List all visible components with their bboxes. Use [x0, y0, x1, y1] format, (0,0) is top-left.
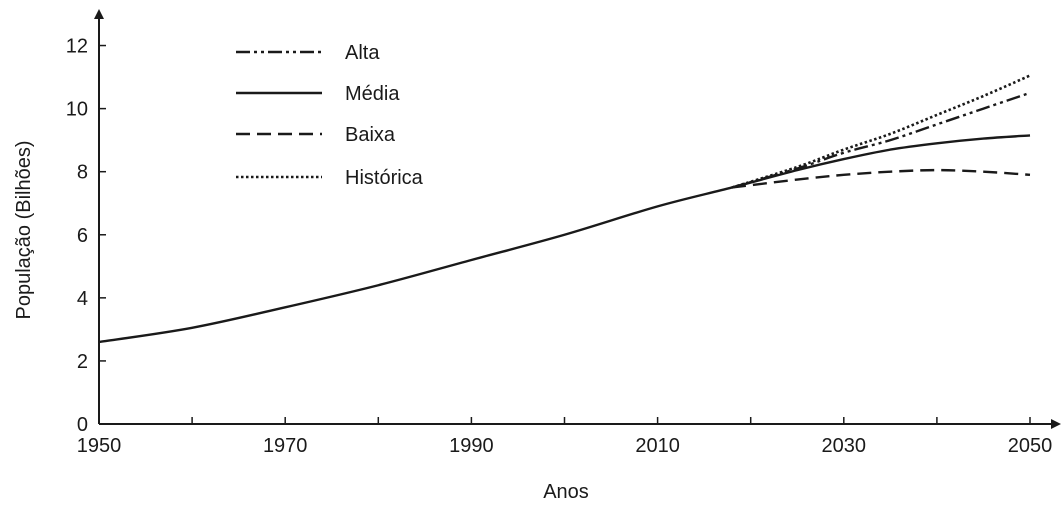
x-tick-label: 1950	[77, 435, 122, 457]
legend-label: Média	[345, 83, 400, 105]
legend-label: Baixa	[345, 124, 396, 146]
legend-label: Alta	[345, 42, 380, 64]
y-tick-label: 4	[77, 288, 88, 310]
axes	[94, 9, 1061, 429]
series-group	[98, 74, 1031, 344]
y-axis-label: População (Bilhões)	[13, 141, 35, 320]
series-line-historica	[731, 74, 1031, 189]
y-tick-labels: 0 2 4 6 8 10 12	[66, 36, 88, 436]
legend-item-baixa: Baixa	[236, 124, 396, 146]
x-tick-label: 1990	[449, 435, 494, 457]
y-tick-label: 8	[77, 162, 88, 184]
y-tick-label: 12	[66, 36, 88, 58]
x-tick-labels: 1950 1970 1990 2010 2030 2050	[77, 435, 1053, 457]
x-tick-label: 2010	[635, 435, 680, 457]
legend: Alta Média Baixa Histórica	[236, 42, 424, 189]
x-tick-label: 2050	[1008, 435, 1053, 457]
legend-item-historica: Histórica	[236, 167, 424, 189]
x-ticks	[98, 417, 1031, 424]
legend-item-media: Média	[236, 83, 400, 105]
series-line-alta	[731, 91, 1031, 189]
x-tick-label: 1970	[263, 435, 308, 457]
y-tick-label: 0	[77, 414, 88, 436]
x-tick-label: 2030	[822, 435, 867, 457]
legend-label: Histórica	[345, 167, 424, 189]
legend-item-alta: Alta	[236, 42, 380, 64]
y-tick-label: 2	[77, 351, 88, 373]
series-line-media	[98, 134, 1031, 344]
y-tick-label: 10	[66, 99, 88, 121]
y-tick-label: 6	[77, 225, 88, 247]
y-ticks	[99, 44, 106, 425]
x-axis-label: Anos	[543, 481, 589, 503]
series-line-baixa	[731, 168, 1031, 189]
